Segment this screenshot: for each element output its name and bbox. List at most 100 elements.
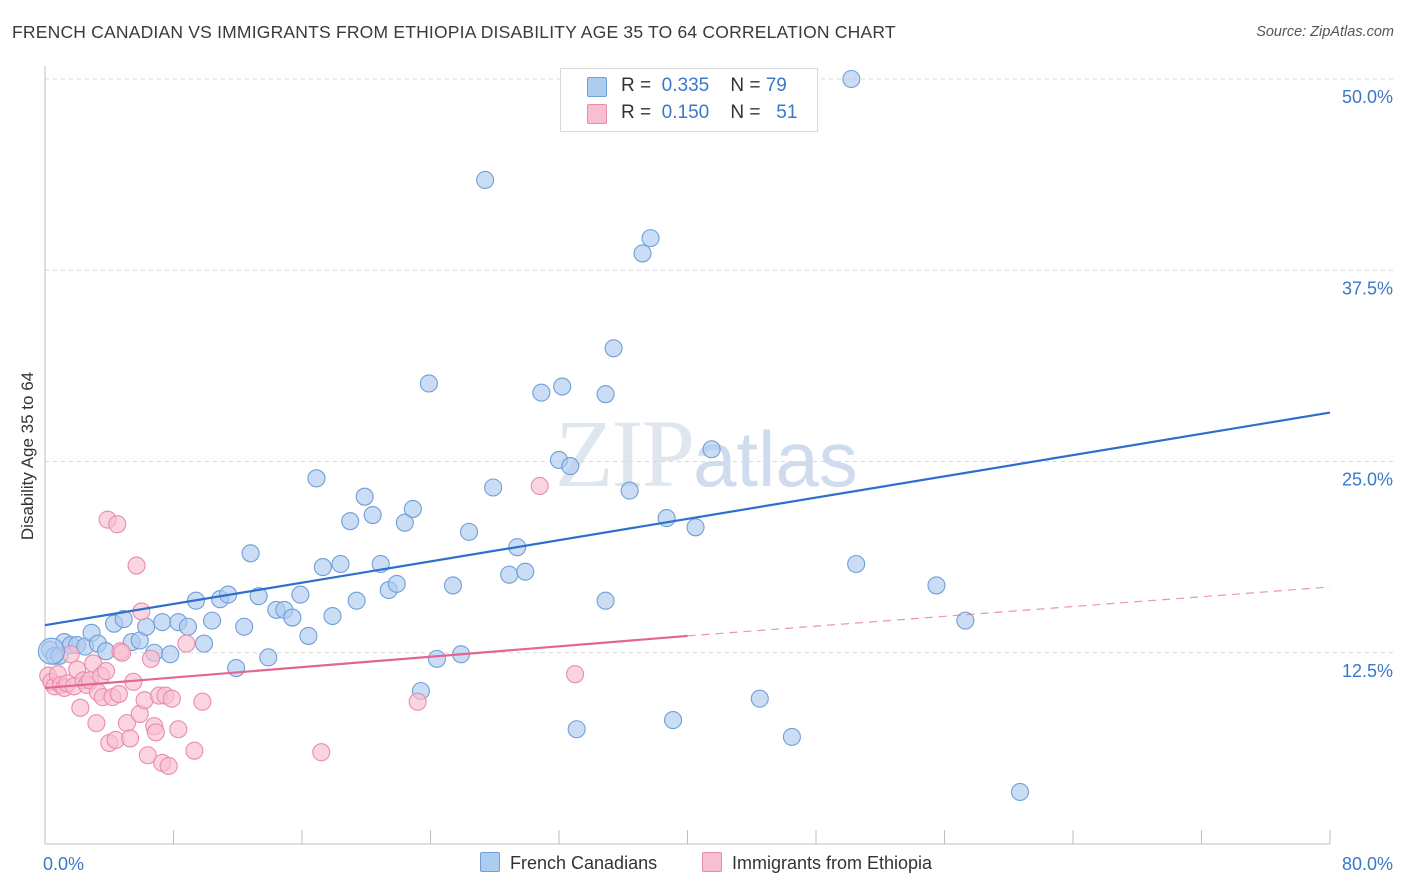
french-canadian-point (114, 610, 133, 629)
french-canadian-point (842, 69, 861, 89)
ethiopia-point (146, 723, 165, 742)
french-canadian-point (663, 711, 683, 730)
ethiopia-point (96, 662, 116, 681)
ethiopia-point (127, 556, 146, 575)
french-canadian-point (307, 469, 326, 488)
french-canadian-point (604, 339, 623, 358)
watermark-atlas: atlas (693, 415, 858, 503)
bottom-legend-french-canadians: French Canadians (480, 852, 657, 874)
french-canadian-point (500, 565, 519, 584)
bottom-legend-label: Immigrants from Ethiopia (732, 853, 933, 873)
french-canadian-point (516, 562, 535, 581)
french-canadian-point (956, 611, 975, 630)
french-canadian-point (403, 499, 422, 518)
legend-r-value: 0.150 (661, 102, 710, 123)
french-canadian-point (363, 505, 382, 525)
ethiopia-point (121, 729, 140, 748)
tick-label-layer: 12.5% 25.0% 37.5% 50.0% 0.0% 80.0% (43, 87, 1393, 874)
french-canadian-point (283, 608, 302, 627)
french-canadian-point (178, 617, 198, 636)
french-canadian-point (1010, 782, 1030, 802)
ethiopia-point (408, 692, 427, 711)
trend-layer (44, 411, 1331, 690)
french-canadian-point (532, 383, 551, 402)
legend-n-label: N = (730, 102, 761, 123)
ethiopia-point (87, 714, 106, 733)
french-canadian-point (235, 617, 254, 636)
french-canadian-point (313, 558, 332, 577)
french-canadian-point (782, 727, 801, 746)
ethiopia-point (61, 645, 80, 664)
y-tick-label: 12.5% (1342, 661, 1393, 681)
y-tick-label: 25.0% (1342, 470, 1393, 490)
french-canadian-point (249, 587, 268, 606)
french-canadian-point (633, 244, 652, 263)
french-canadian-point (427, 649, 446, 668)
chart-title: FRENCH CANADIAN VS IMMIGRANTS FROM ETHIO… (12, 22, 896, 42)
ethiopia-point (312, 743, 331, 762)
french-canadian-point (341, 512, 360, 531)
legend-text: R = 0.335 N = 79 (621, 75, 787, 97)
grid-layer (45, 78, 1393, 654)
french-canadian-point (161, 645, 180, 664)
ethiopia-point (132, 602, 151, 621)
french-canadian-point (927, 576, 946, 595)
french-canadian-point (387, 574, 406, 593)
french-canadian-point (553, 377, 572, 396)
french-canadian-point (686, 518, 705, 537)
ethiopia-point (113, 643, 132, 662)
y-axis-label: Disability Age 35 to 64 (18, 371, 37, 541)
x-tick-label: 0.0% (43, 854, 84, 874)
trend-line-blue (44, 411, 1331, 627)
bottom-legend-label: French Canadians (510, 853, 658, 873)
french-canadian-point (459, 522, 479, 541)
legend-r-value: 0.335 (661, 75, 710, 96)
legend-n-value: 79 (765, 75, 787, 96)
french-canadian-point (750, 689, 769, 708)
french-canadian-point (299, 626, 318, 645)
ethiopia-point (71, 698, 90, 717)
french-canadian-point (323, 606, 342, 626)
french-canadian-point (194, 634, 214, 653)
ethiopia-point (169, 720, 188, 739)
french-canadian-point (641, 229, 660, 248)
legend-n-value: 51 (776, 102, 798, 123)
axis-layer (44, 66, 1331, 845)
ethiopia-point (566, 665, 585, 684)
french-canadian-point (291, 585, 310, 604)
legend-r-label: R = (621, 102, 652, 123)
x-tick-label: 80.0% (1342, 854, 1393, 874)
ethiopia-point (141, 649, 161, 668)
french-canadian-point (847, 554, 866, 574)
legend-swatch-pink (587, 104, 607, 124)
points-layer (37, 69, 1030, 802)
ethiopia-point (108, 515, 127, 534)
french-canadian-point (137, 617, 156, 636)
french-canadian-point (241, 544, 260, 563)
ethiopia-point (109, 685, 128, 704)
source-label: Source: ZipAtlas.com (1256, 24, 1394, 40)
bottom-legend-swatch-blue (480, 852, 500, 872)
french-canadian-point (596, 385, 615, 404)
ethiopia-point (193, 692, 212, 711)
french-canadian-point (259, 648, 278, 667)
trend-line-pink-dashed (687, 586, 1331, 637)
french-canadian-point (395, 513, 414, 532)
legend-n-label: N = (730, 75, 761, 96)
french-canadian-point (153, 613, 172, 632)
french-canadian-point (443, 576, 463, 595)
ethiopia-point (185, 741, 204, 760)
ethiopia-point (159, 756, 178, 776)
french-canadian-point (355, 487, 374, 506)
y-tick-label: 37.5% (1342, 278, 1393, 298)
french-canadian-point (567, 720, 586, 739)
bottom-legend-ethiopia: Immigrants from Ethiopia (702, 852, 932, 874)
legend-swatch-blue (587, 77, 607, 97)
french-canadian-point (484, 478, 503, 497)
ethiopia-point (530, 476, 549, 496)
french-canadian-point (331, 554, 350, 574)
trend-line-pink-solid (44, 634, 688, 690)
french-canadian-point (203, 611, 222, 630)
french-canadian-point (620, 481, 639, 500)
